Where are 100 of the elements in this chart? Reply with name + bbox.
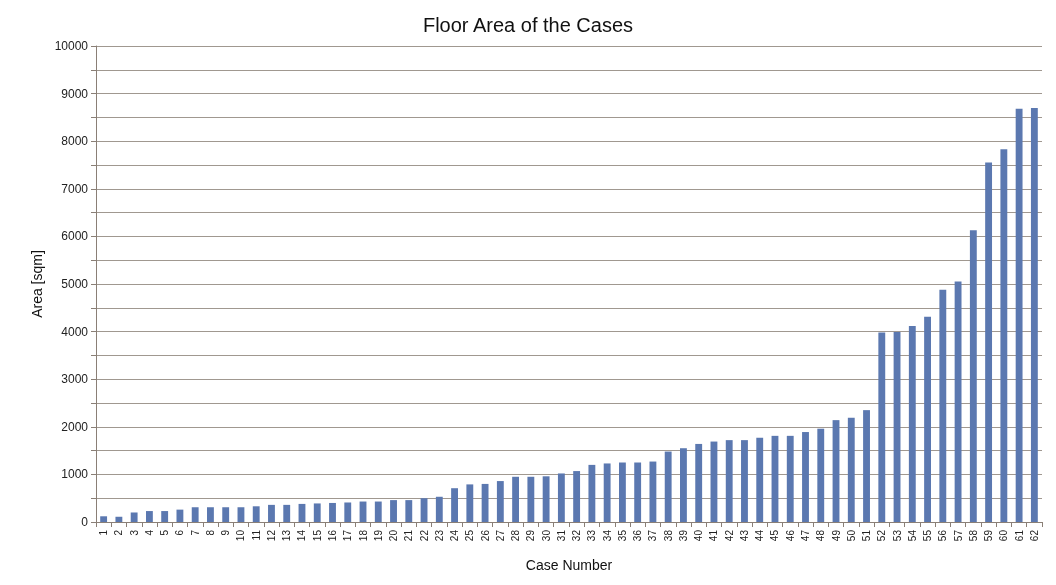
bar <box>496 481 504 522</box>
x-tick-label: 22 <box>418 529 430 542</box>
x-tick-label: 53 <box>891 529 903 542</box>
bar <box>222 507 230 522</box>
x-tick-label: 26 <box>479 529 491 542</box>
x-tick-label: 8 <box>204 529 216 536</box>
bar <box>664 451 672 522</box>
bar <box>573 471 581 522</box>
bar <box>542 476 550 522</box>
bar <box>466 484 474 522</box>
bar <box>939 289 947 522</box>
bar <box>451 488 458 522</box>
x-tick-label: 39 <box>677 529 689 542</box>
x-tick-label: 19 <box>372 529 384 542</box>
bar <box>176 509 184 522</box>
y-tick-label: 0 <box>81 515 89 529</box>
bar <box>252 506 260 522</box>
bar <box>741 440 748 522</box>
bar <box>390 500 397 522</box>
bar <box>161 511 169 522</box>
y-tick-label: 6000 <box>61 229 89 244</box>
x-tick-label: 11 <box>250 529 262 541</box>
x-tick-label: 49 <box>830 529 842 542</box>
bar <box>557 473 565 522</box>
bar <box>145 511 153 522</box>
bar <box>313 503 321 522</box>
x-tick-label: 40 <box>693 529 705 542</box>
x-tick-label: 61 <box>1013 529 1025 542</box>
x-tick-label: 35 <box>616 529 628 542</box>
bar <box>725 440 733 522</box>
x-tick-label: 6 <box>174 529 186 536</box>
x-tick-label: 43 <box>738 529 750 542</box>
x-tick-label: 54 <box>906 529 918 542</box>
bar <box>1015 108 1023 522</box>
bar <box>634 462 642 522</box>
bar <box>618 462 626 522</box>
chart-title: Floor Area of the Cases <box>422 14 634 36</box>
bar <box>329 502 336 522</box>
x-tick-label: 14 <box>296 529 308 542</box>
y-tick-label: 5000 <box>61 277 89 291</box>
bar <box>527 476 535 522</box>
bar <box>847 417 855 522</box>
x-tick-label: 38 <box>662 529 674 542</box>
bar <box>878 332 886 522</box>
x-tick-label: 25 <box>464 529 476 542</box>
bar <box>954 281 962 522</box>
y-tick-label: 10000 <box>54 39 89 53</box>
x-tick-label: 10 <box>235 529 247 542</box>
x-tick-label: 18 <box>357 529 369 542</box>
x-tick-label: 41 <box>708 529 720 542</box>
bar <box>802 432 809 522</box>
bar <box>435 496 443 522</box>
x-tick-label: 21 <box>403 529 415 542</box>
x-tick-label: 31 <box>555 529 567 542</box>
x-tick-label: 24 <box>449 529 461 542</box>
x-tick-label: 29 <box>525 529 537 542</box>
bar <box>283 504 291 522</box>
x-tick-label: 12 <box>265 529 277 542</box>
x-tick-label: 48 <box>815 529 827 542</box>
x-tick-label: 50 <box>845 529 857 542</box>
x-tick-label: 20 <box>388 529 400 542</box>
bar <box>756 437 764 522</box>
x-tick-label: 36 <box>632 529 644 542</box>
x-tick-label: 55 <box>922 529 934 542</box>
x-tick-label: 59 <box>983 529 995 542</box>
x-tick-label: 34 <box>601 529 613 542</box>
bar <box>481 483 489 522</box>
x-tick-label: 5 <box>159 529 171 536</box>
x-tick-label: 3 <box>128 529 140 536</box>
x-axis-title: Case Number <box>525 557 613 573</box>
bar <box>786 435 794 522</box>
x-tick-label: 13 <box>281 529 293 542</box>
bar <box>985 162 993 522</box>
x-tick-label: 28 <box>510 529 522 542</box>
bar <box>344 502 352 522</box>
bar <box>863 410 870 522</box>
bar <box>405 500 413 522</box>
x-tick-label: 4 <box>143 529 155 536</box>
bar <box>512 476 520 522</box>
x-tick-label: 45 <box>769 529 781 542</box>
x-tick-label: 56 <box>937 529 949 542</box>
bar <box>100 516 108 522</box>
x-tick-label: 27 <box>494 529 506 542</box>
y-tick-label: 3000 <box>61 372 89 387</box>
y-axis-title: Area [sqm] <box>28 250 45 318</box>
y-tick-label: 7000 <box>61 181 89 196</box>
bar <box>268 504 275 522</box>
y-tick-label: 2000 <box>61 419 89 434</box>
x-tick-label: 1 <box>98 529 110 536</box>
x-tick-label: 37 <box>647 529 659 542</box>
x-tick-label: 32 <box>571 529 583 542</box>
bar <box>603 463 611 522</box>
x-tick-label: 16 <box>327 529 338 542</box>
bar <box>207 507 214 522</box>
x-tick-label: 57 <box>952 529 964 542</box>
x-tick-label: 17 <box>342 529 354 542</box>
bar <box>908 325 916 522</box>
bar <box>695 443 703 522</box>
x-tick-label: 44 <box>754 529 766 542</box>
y-tick-label: 9000 <box>61 86 89 101</box>
